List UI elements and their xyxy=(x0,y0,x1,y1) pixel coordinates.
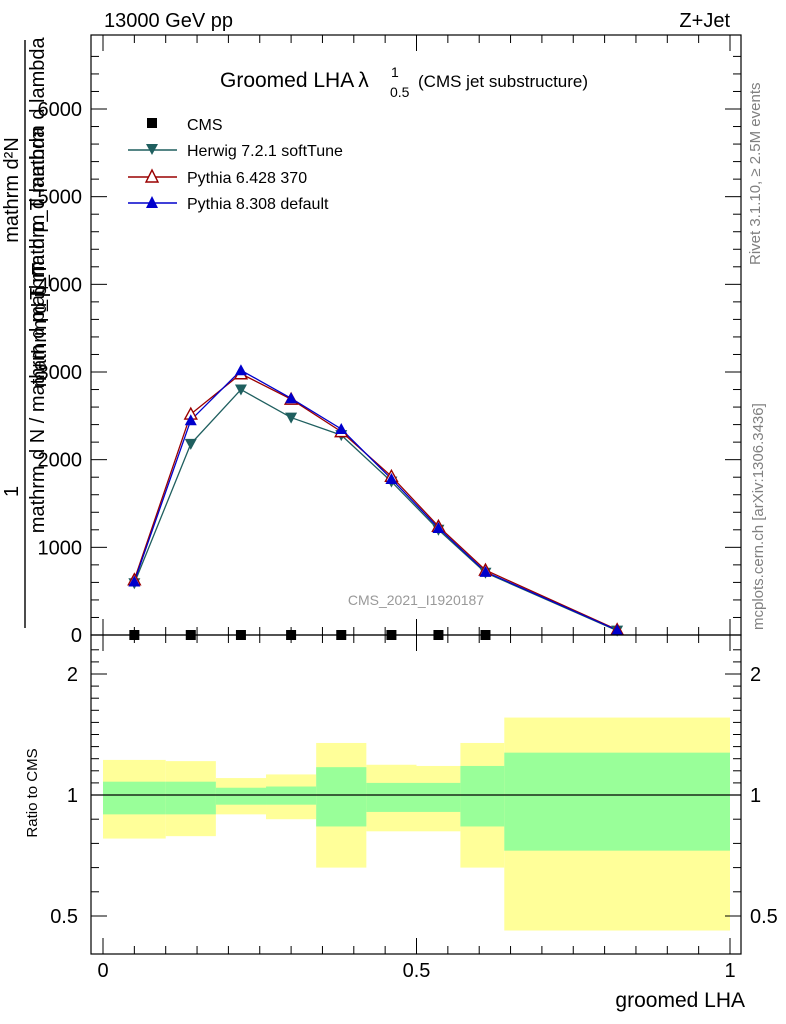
mcplots-label: mcplots.cern.ch [arXiv:1306.3436] xyxy=(750,403,767,630)
data-point-pythia-8-308-default xyxy=(234,364,247,376)
data-point-pythia-8-308-default xyxy=(335,422,348,434)
data-point-herwig-7-2-1-softtune xyxy=(234,384,247,396)
uncertainty-band-inner xyxy=(103,781,166,815)
main-y-tick-label: 3000 xyxy=(38,362,83,384)
ratio-x-tick-label: 1 xyxy=(724,960,735,982)
y-label-numerator: mathrm d²N xyxy=(1,137,23,243)
ratio-y-tick-label-right: 2 xyxy=(750,664,761,686)
y-label-denominator: mathrm d N / mathrm d p_T mathrm d lambd… xyxy=(27,126,49,533)
y-label-overlap-a: mathrm d p_T mathrm d lambda xyxy=(27,36,49,322)
main-y-tick-label: 6000 xyxy=(38,99,83,121)
data-point-pythia-8-308-default xyxy=(611,624,624,636)
legend-entry-pythia8: Pythia 8.308 default xyxy=(128,196,329,213)
uncertainty-band-inner xyxy=(366,782,417,812)
legend-marker-pythia6 xyxy=(144,168,160,183)
legend-marker-pythia8 xyxy=(146,196,158,208)
ratio-x-tick-label: 0.5 xyxy=(403,960,431,982)
main-y-tick-label: 0 xyxy=(71,625,82,647)
data-point-herwig-7-2-1-softtune xyxy=(285,412,298,424)
plot-subtitle: (CMS jet substructure) xyxy=(418,72,588,91)
plot-title: Groomed LHA λ xyxy=(220,69,369,92)
data-point-pythia-8-308-default xyxy=(285,392,298,404)
legend-marker-cms xyxy=(147,118,157,128)
plot-title-sup: 1 xyxy=(391,64,399,80)
legend-label-cms: CMS xyxy=(187,117,223,134)
ratio-axis-ticks: 0.5 0.5 1 1 2 2 0 0.5 1 xyxy=(50,635,778,982)
data-point-pythia-8-308-default xyxy=(385,472,398,484)
data-point-pythia-8-308-default xyxy=(432,522,445,534)
header-energy: 13000 GeV pp xyxy=(104,10,233,32)
ratio-y-axis-label: Ratio to CMS xyxy=(24,748,41,837)
legend-marker-herwig xyxy=(146,144,158,155)
uncertainty-band-inner xyxy=(165,781,216,815)
legend-entry-cms: CMS xyxy=(147,117,223,134)
legend-entry-pythia6: Pythia 6.428 370 xyxy=(128,168,307,187)
header-process: Z+Jet xyxy=(679,10,730,32)
legend-entry-herwig: Herwig 7.2.1 softTune xyxy=(128,143,343,160)
uncertainty-band-inner xyxy=(460,765,505,827)
main-panel: 0 1000 2000 3000 4000 5000 6000 Groomed LHA λ 1… xyxy=(1,34,742,647)
ratio-y-tick-label: 2 xyxy=(67,664,78,686)
plot-title-text: Groomed LHA xyxy=(220,69,354,92)
main-y-tick-label: 2000 xyxy=(38,450,83,472)
legend-label-pythia8: Pythia 8.308 default xyxy=(187,196,329,213)
ratio-y-tick-label: 0.5 xyxy=(50,906,78,928)
main-y-axis-label: 1 mathrm d²N mathrm d N / mathrm d p_T m… xyxy=(1,36,51,628)
main-y-tick-label: 1000 xyxy=(38,537,83,559)
legend: CMS Herwig 7.2.1 softTune Pythia 6.428 3… xyxy=(128,117,343,213)
data-point-pythia-8-308-default xyxy=(479,565,492,577)
analysis-watermark: CMS_2021_I1920187 xyxy=(348,592,484,608)
legend-label-pythia6: Pythia 6.428 370 xyxy=(187,170,307,187)
ratio-panel: 0.5 0.5 1 1 2 2 0 0.5 1 Ratio to CMS groomed LHA xyxy=(24,634,778,1012)
ratio-plot-area xyxy=(91,717,741,931)
y-label-overlap-b: mathrm d p_T xyxy=(29,263,51,387)
uncertainty-band-inner xyxy=(316,767,367,827)
main-y-tick-label: 5000 xyxy=(38,187,83,209)
ratio-y-tick-label-right: 0.5 xyxy=(750,906,778,928)
main-y-tick-label: 4000 xyxy=(38,274,83,296)
uncertainty-band-inner xyxy=(504,752,730,851)
data-point-herwig-7-2-1-softtune xyxy=(184,438,197,450)
ratio-y-tick-label-right: 1 xyxy=(750,785,761,807)
y-label-prefix: 1 xyxy=(1,486,23,497)
data-point-pythia-8-308-default xyxy=(128,575,141,587)
ratio-x-tick-label: 0 xyxy=(97,960,108,982)
ratio-y-tick-label: 1 xyxy=(67,785,78,807)
uncertainty-band-inner xyxy=(416,782,461,812)
uncertainty-band-inner xyxy=(215,787,267,805)
plot-title-sub: 0.5 xyxy=(390,84,410,100)
uncertainty-band-inner xyxy=(266,786,317,805)
data-point-pythia-8-308-default xyxy=(184,414,197,426)
main-axis-ticks: 0 1000 2000 3000 4000 5000 6000 xyxy=(38,35,741,647)
legend-label-herwig: Herwig 7.2.1 softTune xyxy=(187,143,343,160)
x-axis-label: groomed LHA xyxy=(615,989,745,1012)
plot-title-symbol: λ xyxy=(358,69,369,92)
rivet-label: Rivet 3.1.10, ≥ 2.5M events xyxy=(747,83,764,266)
